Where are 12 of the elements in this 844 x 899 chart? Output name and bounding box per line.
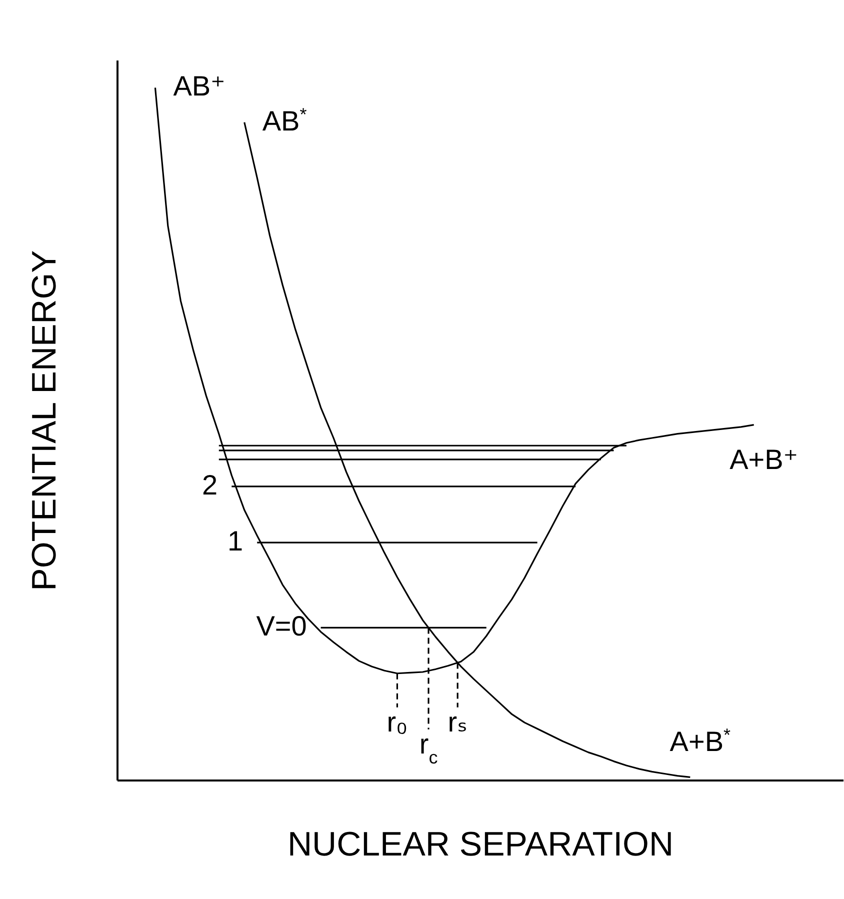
series-label: V=0 [256, 610, 307, 642]
annotation: rₛ [448, 706, 468, 738]
series-label: 2 [202, 469, 218, 500]
annotation: r$_{c}$ [419, 728, 438, 768]
y-axis-title: POTENTIAL ENERGY [26, 250, 64, 591]
annotation: r₀ [386, 706, 408, 738]
series-label: AB⁺ [173, 70, 226, 102]
series-label: AB$^{*}$ [262, 104, 307, 136]
series-label: 1 [228, 526, 244, 557]
annotation: A+B⁺ [730, 444, 798, 475]
x-axis-title: NUCLEAR SEPARATION [287, 826, 674, 864]
annotation: A+B$^{*}$ [670, 725, 731, 758]
